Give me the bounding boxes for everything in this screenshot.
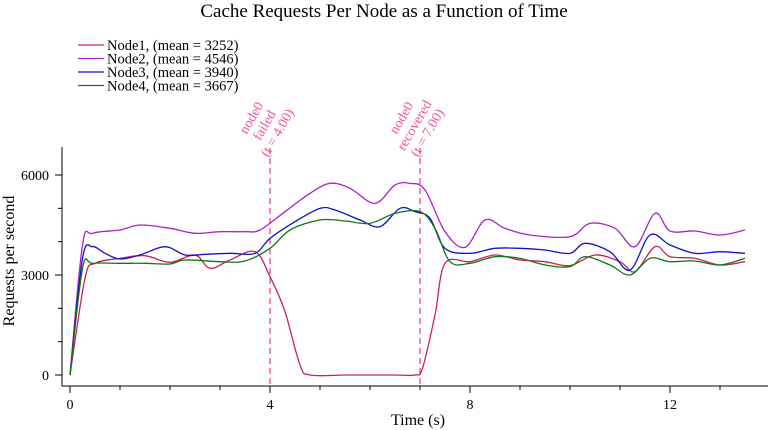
x-tick-label: 0 <box>67 398 74 413</box>
x-axis: 0 4 8 12 <box>62 385 768 413</box>
legend-item-node3: Node3, (mean = 3940) <box>78 65 239 81</box>
series-line-node1 <box>69 245 746 377</box>
annotations: node0failed(t = 4.00) node0recovered(t = … <box>232 91 449 386</box>
series-line-node3 <box>69 206 746 376</box>
x-tick-label: 8 <box>467 398 474 413</box>
legend-item-node2: Node2, (mean = 4546) <box>78 52 239 68</box>
annotation-label: node0recovered(t = 7.00) <box>382 91 449 161</box>
legend: Node1, (mean = 3252) Node2, (mean = 4546… <box>78 38 239 95</box>
series-line-node2 <box>69 181 746 376</box>
legend-label-node2: Node2, (mean = 4546) <box>107 52 239 68</box>
x-tick-label: 4 <box>267 398 274 413</box>
y-tick-label: 0 <box>42 369 49 384</box>
legend-label-node3: Node3, (mean = 3940) <box>107 65 239 81</box>
y-axis-title: Requests per second <box>1 196 18 327</box>
x-axis-title: Time (s) <box>391 412 445 429</box>
legend-item-node1: Node1, (mean = 3252) <box>78 38 239 54</box>
y-tick-label: 3000 <box>21 269 49 284</box>
annotation-label: node0failed(t = 4.00) <box>232 91 297 159</box>
y-tick-label: 6000 <box>21 169 49 184</box>
y-axis: 0 3000 6000 <box>21 147 63 386</box>
chart-title: Cache Requests Per Node as a Function of… <box>200 1 567 22</box>
legend-item-node4: Node4, (mean = 3667) <box>78 79 239 95</box>
x-tick-label: 12 <box>663 398 677 413</box>
legend-label-node4: Node4, (mean = 3667) <box>107 79 239 95</box>
series-lines <box>69 181 746 377</box>
legend-label-node1: Node1, (mean = 3252) <box>107 38 239 54</box>
series-line-node4 <box>69 209 746 376</box>
